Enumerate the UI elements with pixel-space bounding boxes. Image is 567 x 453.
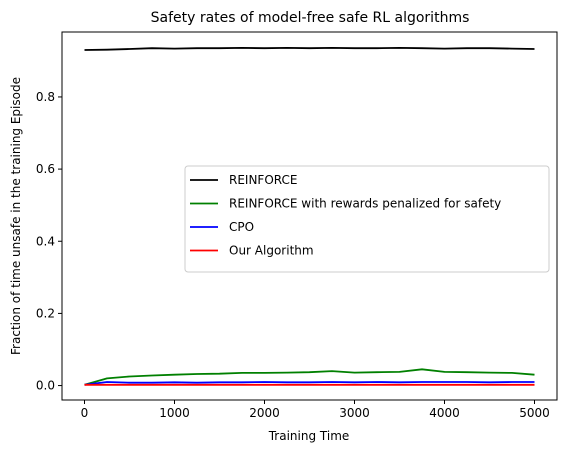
y-tick-label: 0.8 (36, 90, 55, 104)
x-axis-label: Training Time (268, 429, 350, 443)
x-tick-label: 1000 (159, 406, 190, 420)
series-line-reinforce (84, 47, 535, 51)
y-tick-label: 0.0 (36, 379, 55, 393)
series-layer (84, 47, 535, 386)
x-tick-label: 0 (81, 406, 89, 420)
series-line-reinforce-with-rewards-penalized-for-safety (84, 368, 535, 386)
x-tick-label: 5000 (519, 406, 550, 420)
plot-frame (61, 31, 558, 401)
x-tick-label: 3000 (339, 406, 370, 420)
x-tick-label: 2000 (249, 406, 280, 420)
y-tick-label: 0.6 (36, 162, 55, 176)
legend-label-reinforce-with-rewards-penalized-for-safety: REINFORCE with rewards penalized for saf… (229, 197, 501, 211)
x-axis: 0 1000 2000 3000 4000 5000 (81, 400, 550, 420)
legend-label-cpo: CPO (229, 220, 254, 234)
legend-box (184, 165, 550, 273)
y-tick-label: 0.4 (36, 234, 55, 248)
legend-label-reinforce: REINFORCE (229, 173, 297, 187)
y-axis: 0.0 0.2 0.4 0.6 0.8 (36, 90, 62, 393)
series-line-cpo (84, 381, 535, 386)
y-axis-label: Fraction of time unsafe in the training … (9, 77, 23, 355)
x-tick-label: 4000 (429, 406, 460, 420)
legend: REINFORCE REINFORCE with rewards penalize… (184, 165, 550, 273)
legend-label-our-algorithm: Our Algorithm (229, 244, 314, 258)
y-tick-label: 0.2 (36, 306, 55, 320)
chart-title: Safety rates of model-free safe RL algor… (151, 10, 470, 26)
